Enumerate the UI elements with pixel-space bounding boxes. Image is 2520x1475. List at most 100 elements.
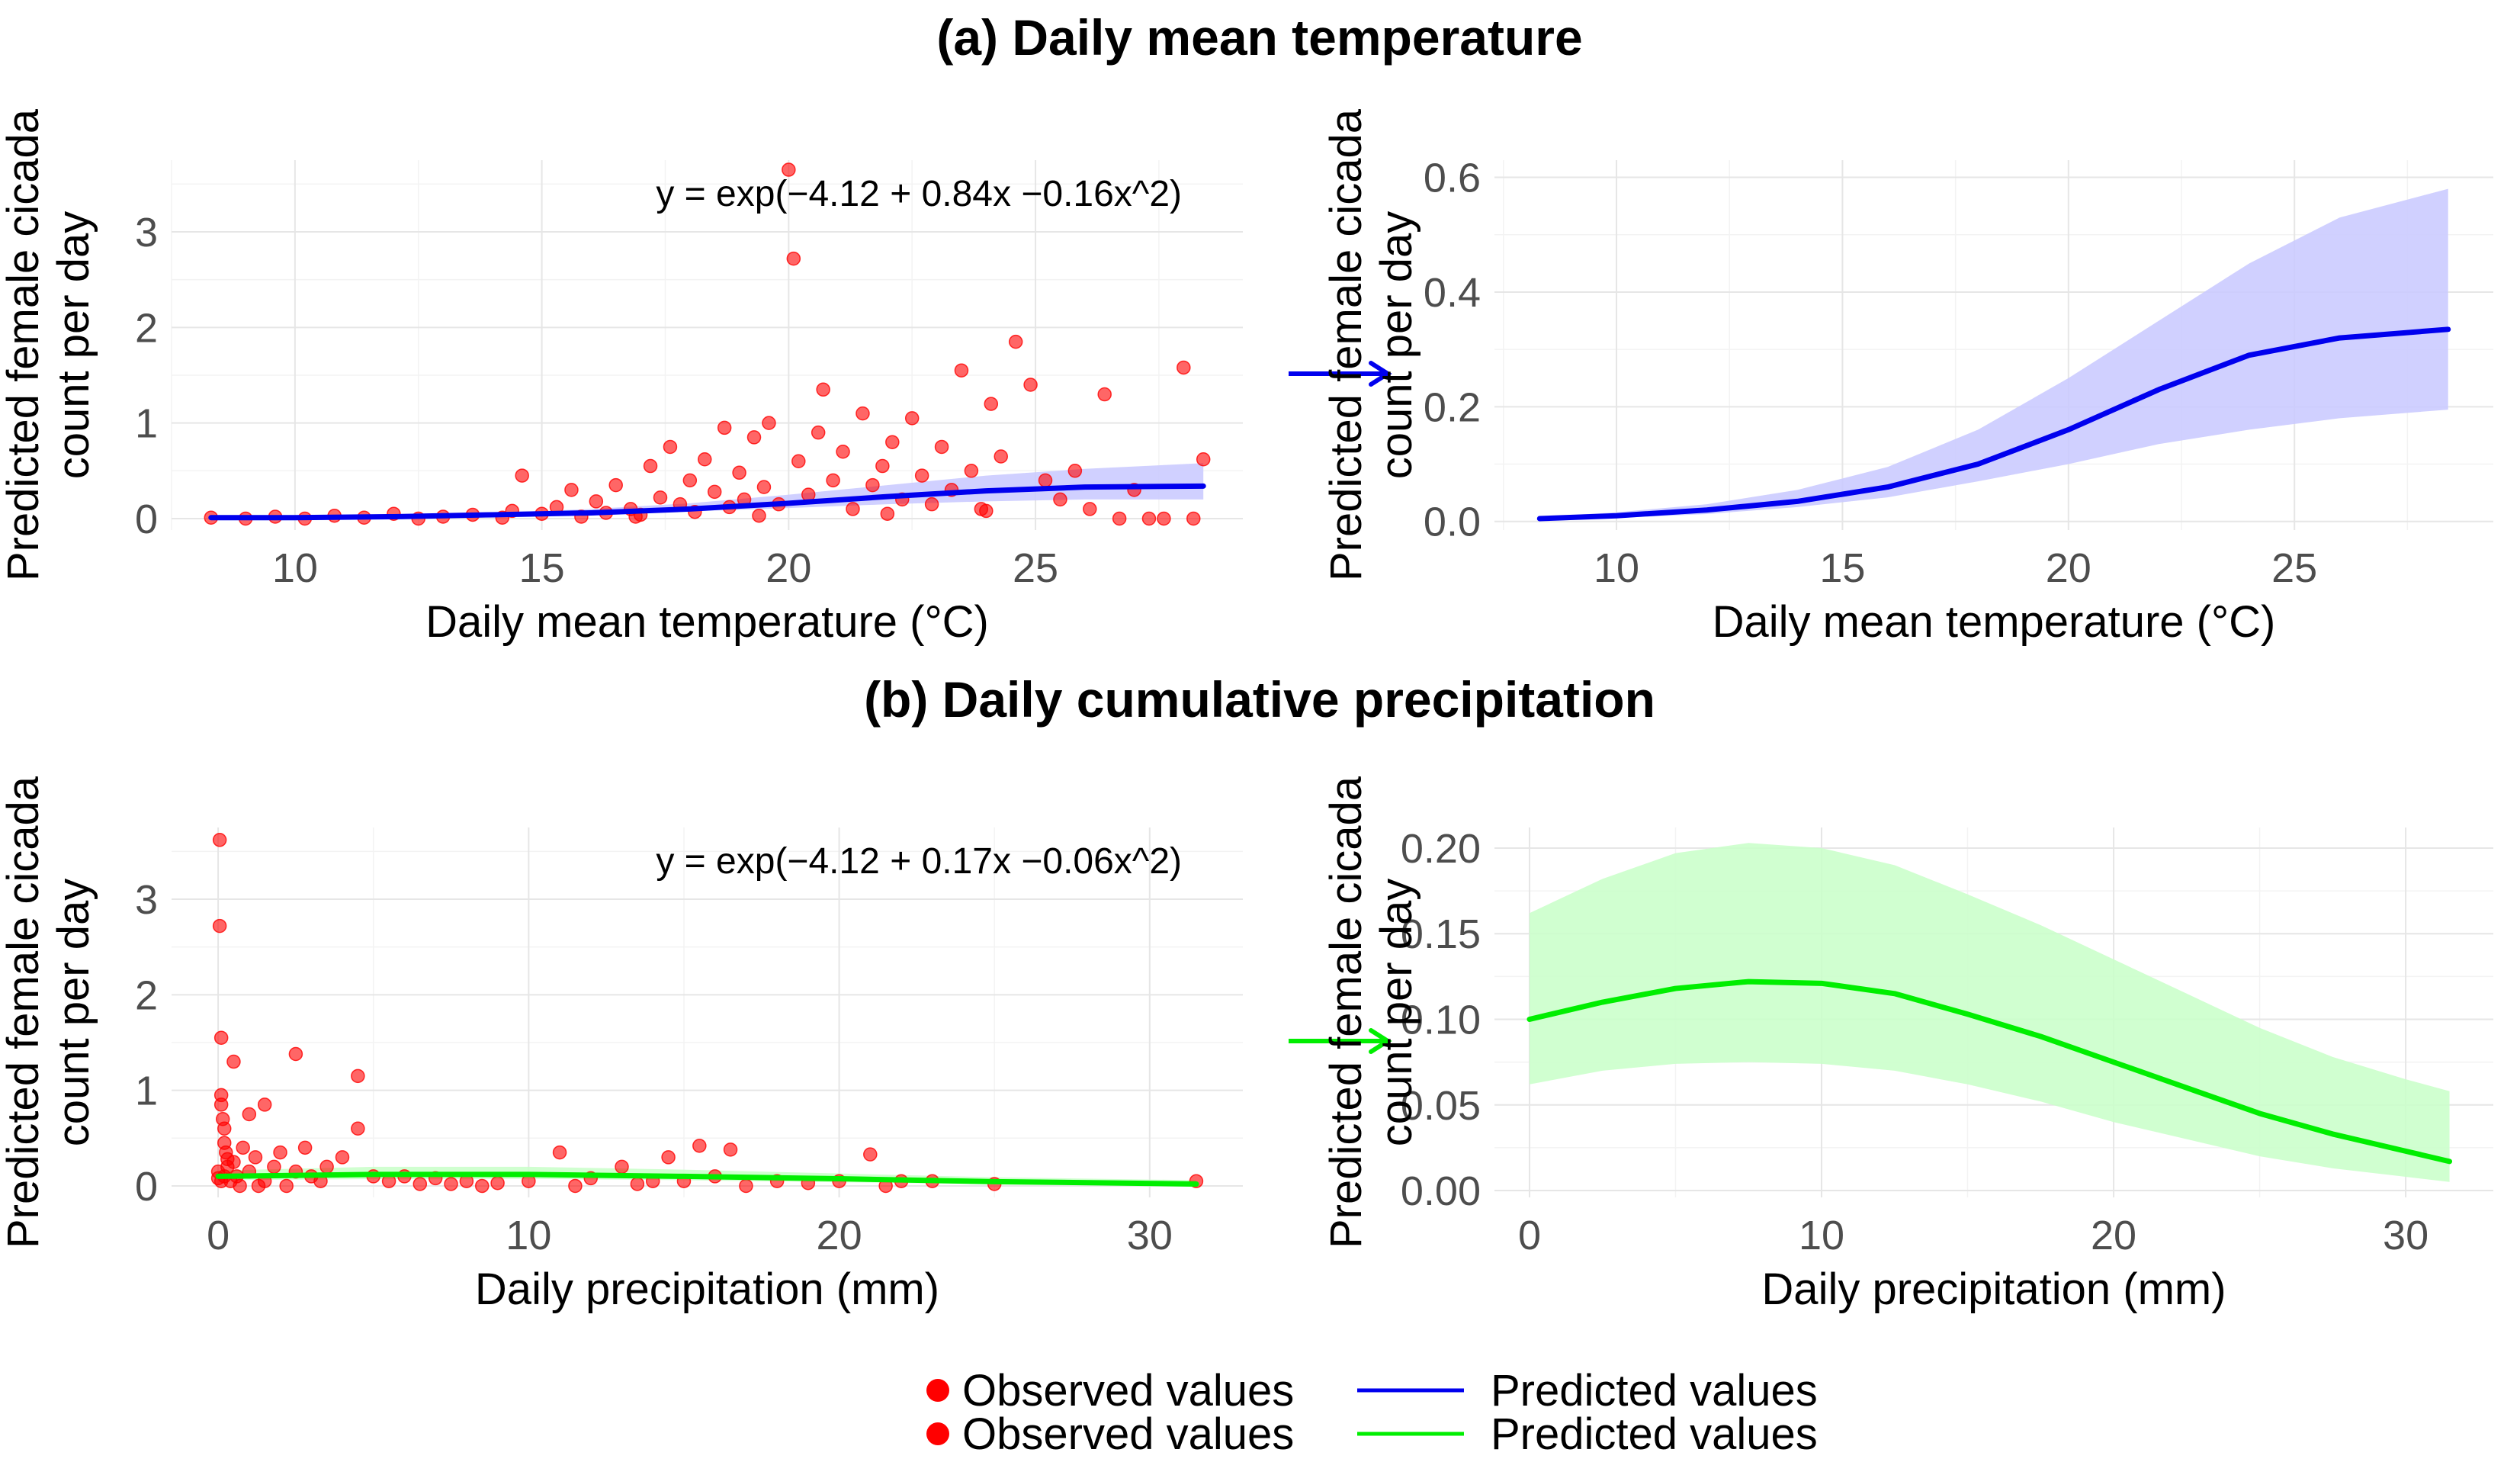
observed-point xyxy=(213,1097,229,1112)
legend-item: Observed values xyxy=(926,1409,1294,1459)
observed-point xyxy=(515,468,529,483)
y-tick-label: 0.0 xyxy=(1424,500,1481,545)
y-axis-label-line: count per day xyxy=(49,211,98,479)
y-tick-label: 0 xyxy=(135,1164,158,1210)
predicted-line xyxy=(1536,326,2451,522)
legend: Observed values Predicted values Observed … xyxy=(926,1366,1818,1459)
observed-point xyxy=(692,1139,707,1153)
x-axis-label: Daily precipitation (mm) xyxy=(1761,1265,2226,1314)
observed-point xyxy=(444,1177,458,1191)
observed-point xyxy=(663,439,678,455)
observed-point xyxy=(762,416,776,430)
equation-annotation: y = exp(−4.12 + 0.17x −0.06x^2) xyxy=(656,841,1182,882)
confidence-band xyxy=(1539,188,2448,520)
observed-point xyxy=(279,1178,294,1194)
y-tick-label: 0.00 xyxy=(1401,1168,1481,1214)
y-axis-label-line: Predicted female cicada xyxy=(1321,108,1371,581)
observed-point xyxy=(233,1178,247,1194)
legend-label: Predicted values xyxy=(1491,1366,1818,1416)
legend-label: Observed values xyxy=(962,1366,1294,1416)
observed-point xyxy=(608,477,623,493)
observed-point xyxy=(791,454,806,469)
observed-point xyxy=(863,1147,878,1162)
y-axis-label-line: count per day xyxy=(1372,879,1421,1146)
observed-point xyxy=(836,444,850,459)
y-tick-label: 1 xyxy=(135,401,158,447)
observed-point xyxy=(984,397,999,411)
observed-point xyxy=(682,473,698,488)
precipitation-scatter-panel: 0 10 20 30 0 1 2 3 Daily precipitation (mm) Predi… xyxy=(0,776,1392,1314)
observed-point xyxy=(1067,464,1083,478)
observed-point xyxy=(212,918,227,934)
observed-point xyxy=(880,506,895,521)
observed-point xyxy=(739,1178,753,1194)
observed-point xyxy=(1141,511,1157,526)
observed-point xyxy=(589,494,604,509)
x-tick-label: 10 xyxy=(1594,545,1639,591)
x-tick-label: 20 xyxy=(2046,545,2091,591)
observed-point xyxy=(924,496,939,512)
arrow-head xyxy=(1369,361,1392,387)
y-axis-label: Predicted female cicadacount per day xyxy=(0,776,98,1248)
confidence-band xyxy=(1529,843,2450,1182)
observed-point xyxy=(217,1121,232,1136)
legend-item: Predicted values xyxy=(1357,1366,1818,1416)
observed-point xyxy=(707,484,722,500)
observed-point xyxy=(351,1068,365,1084)
observed-points xyxy=(210,833,1204,1194)
y-tick-label: 0.4 xyxy=(1424,270,1481,316)
observed-point xyxy=(248,1150,263,1165)
observed-point xyxy=(552,1145,567,1160)
section-title-b: (b) Daily cumulative precipitation xyxy=(864,671,1655,728)
legend-point-swatch xyxy=(926,1379,949,1402)
temperature-prediction-panel: 10 15 20 25 0.0 0.2 0.4 0.6 Daily mean temperatu… xyxy=(1321,108,2493,647)
observed-point xyxy=(865,477,880,493)
observed-point xyxy=(653,490,668,505)
y-tick-label: 0.15 xyxy=(1401,911,1481,957)
x-tick-label: 25 xyxy=(2271,545,2317,591)
observed-point xyxy=(1186,511,1201,526)
x-axis-label: Daily mean temperature (°C) xyxy=(425,597,989,647)
observed-point xyxy=(242,1107,257,1122)
y-tick-label: 0.2 xyxy=(1424,384,1481,430)
observed-point xyxy=(351,1121,365,1136)
observed-point xyxy=(826,473,840,488)
observed-point xyxy=(1053,492,1067,507)
y-axis-label: Predicted female cicadacount per day xyxy=(1321,108,1421,581)
x-axis-label: Daily mean temperature (°C) xyxy=(1713,597,2276,647)
observed-point xyxy=(782,162,796,177)
observed-point xyxy=(413,1177,428,1191)
observed-point xyxy=(226,1054,241,1069)
observed-point xyxy=(236,1140,250,1155)
observed-point xyxy=(746,430,762,445)
y-tick-label: 3 xyxy=(135,877,158,923)
observed-point xyxy=(1038,473,1053,488)
predicted-line xyxy=(215,1171,1199,1187)
section-title-a: (a) Daily mean temperature xyxy=(936,9,1582,66)
x-tick-label: 10 xyxy=(506,1213,551,1258)
observed-point xyxy=(732,465,746,480)
y-axis-label-line: Predicted female cicada xyxy=(1321,776,1371,1248)
y-tick-label: 0.10 xyxy=(1401,997,1481,1043)
x-tick-label: 20 xyxy=(817,1213,862,1258)
observed-point xyxy=(661,1150,676,1165)
x-tick-label: 30 xyxy=(1127,1213,1173,1258)
x-tick-label: 0 xyxy=(1518,1213,1541,1258)
legend-item: Observed values xyxy=(926,1366,1294,1416)
observed-point xyxy=(1177,360,1191,375)
observed-point xyxy=(717,420,732,435)
arrow-head xyxy=(1369,1028,1392,1054)
observed-point xyxy=(273,1145,287,1160)
observed-point xyxy=(885,435,900,449)
y-tick-label: 3 xyxy=(135,210,158,255)
x-tick-label: 25 xyxy=(1013,545,1058,591)
observed-point xyxy=(474,1178,490,1194)
y-axis-label: Predicted female cicadacount per day xyxy=(1321,776,1421,1248)
observed-point xyxy=(752,508,766,523)
observed-point xyxy=(1112,511,1127,526)
observed-point xyxy=(251,1178,266,1194)
observed-point xyxy=(904,411,920,426)
observed-point xyxy=(964,464,979,478)
observed-point xyxy=(994,449,1008,464)
